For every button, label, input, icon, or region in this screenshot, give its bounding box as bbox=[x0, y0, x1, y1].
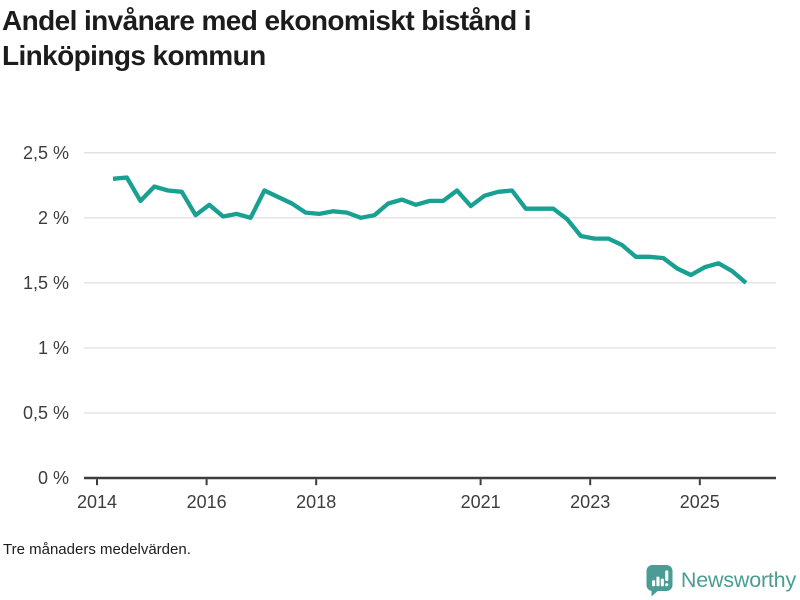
x-tick-label: 2023 bbox=[570, 492, 610, 512]
y-axis-labels: 0 % 0,5 % 1 % 1,5 % 2 % 2,5 % bbox=[23, 143, 69, 488]
x-tick-label: 2025 bbox=[680, 492, 720, 512]
newsworthy-logo[interactable]: Newsworthy bbox=[645, 564, 796, 597]
chart-title-line2: Linköpings kommun bbox=[2, 40, 266, 71]
y-tick-label: 1,5 % bbox=[23, 273, 69, 293]
y-tick-label: 0,5 % bbox=[23, 403, 69, 423]
y-tick-label: 1 % bbox=[38, 338, 69, 358]
series-line bbox=[112, 175, 748, 285]
x-axis bbox=[84, 476, 776, 486]
x-tick-label: 2016 bbox=[187, 492, 227, 512]
chart-footnote: Tre månaders medelvärden. bbox=[3, 541, 191, 558]
newsworthy-wordmark: Newsworthy bbox=[680, 568, 796, 592]
chart-title-line1: Andel invånare med ekonomiskt bistånd i bbox=[2, 5, 532, 36]
x-tick-label: 2014 bbox=[77, 492, 117, 512]
gridlines bbox=[84, 152, 776, 414]
y-tick-label: 0 % bbox=[38, 468, 69, 488]
x-tick-label: 2021 bbox=[461, 492, 501, 512]
newsworthy-icon bbox=[646, 565, 673, 597]
y-tick-label: 2 % bbox=[38, 208, 69, 228]
data-line bbox=[112, 175, 748, 285]
x-axis-labels: 2014 2016 2018 2021 2023 2025 bbox=[77, 492, 720, 512]
chart-title: Andel invånare med ekonomiskt bistånd i … bbox=[2, 3, 532, 73]
x-tick-label: 2018 bbox=[296, 492, 336, 512]
y-tick-label: 2,5 % bbox=[23, 143, 69, 163]
